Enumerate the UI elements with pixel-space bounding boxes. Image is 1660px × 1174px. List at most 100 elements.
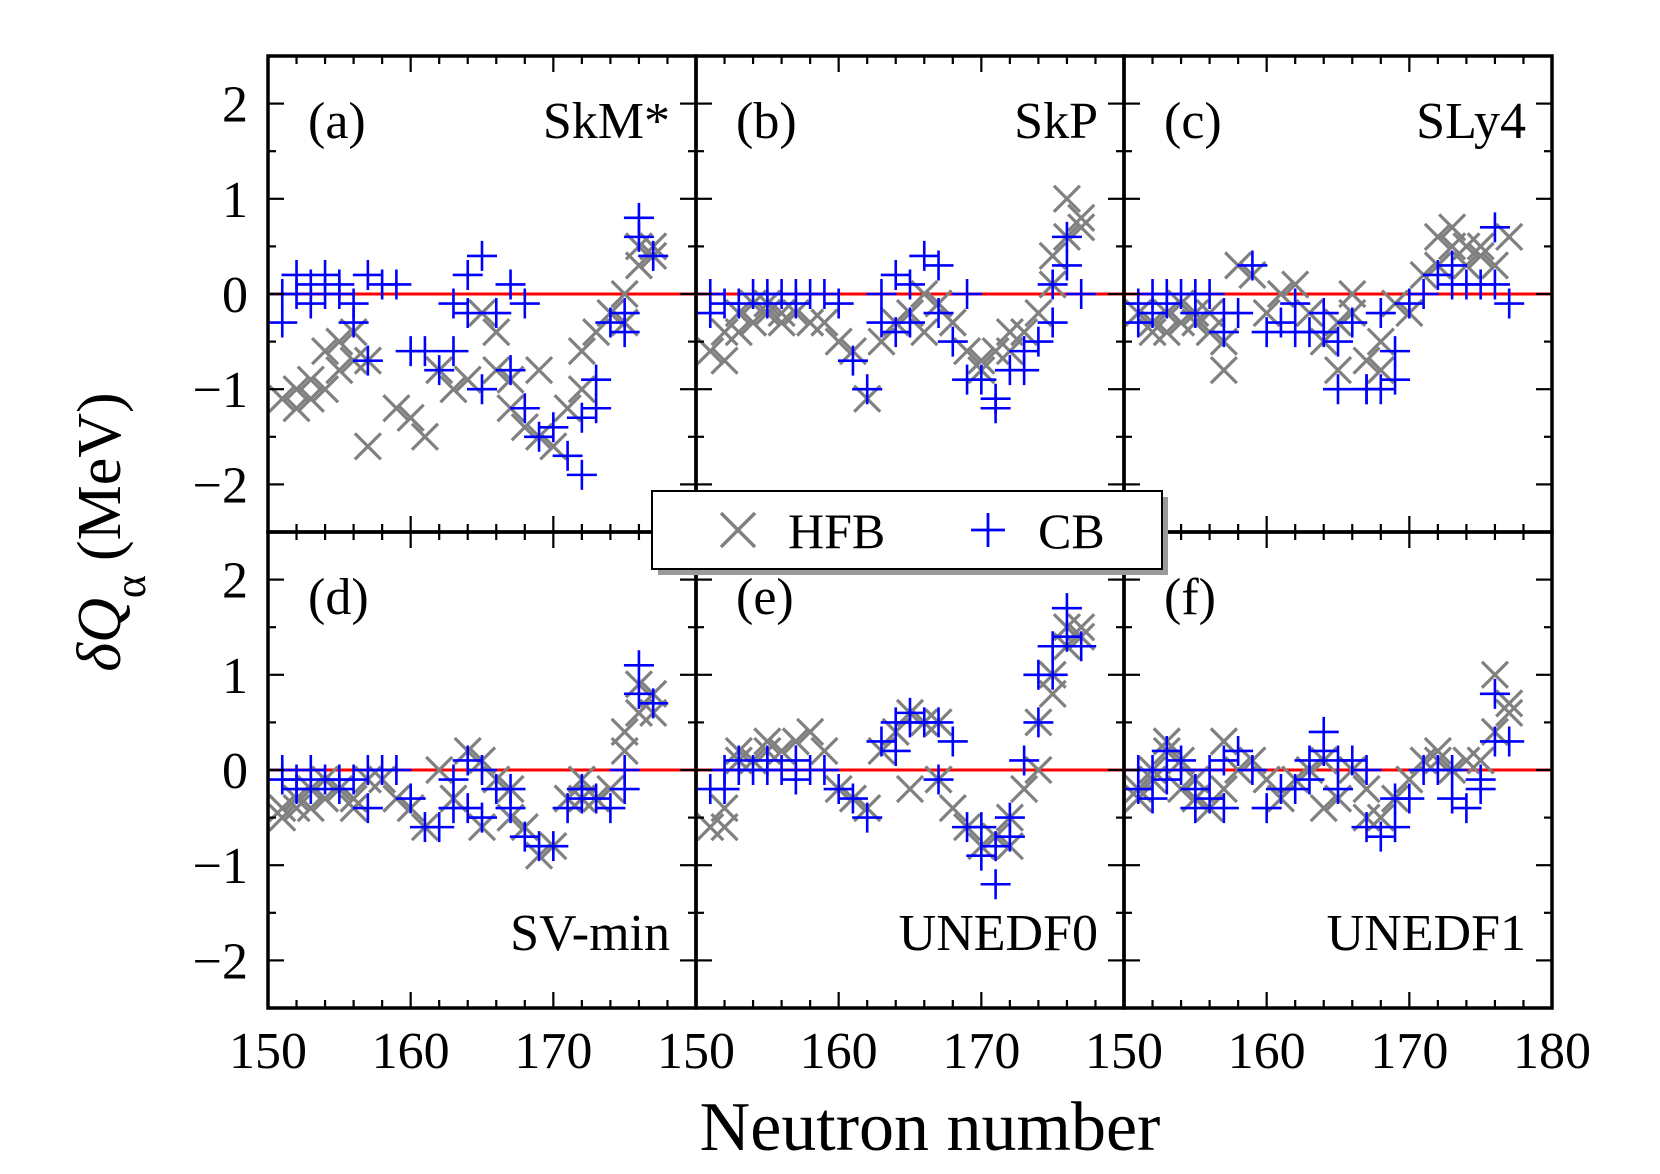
cb-marker <box>895 307 925 338</box>
panel-frame <box>1122 530 1554 1010</box>
x-tick-label: 180 <box>1513 1023 1591 1080</box>
cb-marker <box>538 831 569 862</box>
hfb-marker <box>1309 793 1338 823</box>
cb-marker <box>267 307 298 338</box>
cb-marker <box>923 707 954 738</box>
panel-d: (d) SV-min 2 1 0 −1 −2 150 160 170 <box>193 530 698 1080</box>
hfb-marker <box>710 317 739 347</box>
model-name: UNEDF1 <box>1327 905 1526 962</box>
x-tick-label: 150 <box>657 1023 735 1080</box>
hfb-marker <box>710 346 739 375</box>
cb-marker <box>823 288 854 319</box>
hfb-marker <box>1352 346 1381 375</box>
cb-marker <box>566 459 597 490</box>
cb-marker <box>395 783 426 814</box>
cb-marker <box>1208 793 1239 824</box>
cb-marker <box>1237 755 1268 785</box>
hfb-marker <box>1323 356 1353 385</box>
cb-marker <box>837 345 868 376</box>
cb-marker <box>1037 269 1068 300</box>
hfb-marker <box>1052 184 1082 213</box>
cb-marker <box>1323 774 1353 805</box>
cb-marker <box>623 202 654 233</box>
cb-marker <box>1479 269 1510 300</box>
cb-marker <box>809 755 840 785</box>
y-tick-label: −1 <box>193 838 248 895</box>
hfb-marker <box>753 727 782 756</box>
cb-marker <box>509 393 540 424</box>
x-tick-label: 150 <box>1085 1023 1163 1080</box>
hfb-marker <box>796 308 825 337</box>
cb-marker <box>923 764 954 795</box>
model-name: SV-min <box>510 905 670 962</box>
cb-marker <box>1451 793 1482 824</box>
hfb-marker <box>282 793 311 823</box>
cb-marker <box>623 650 654 681</box>
panel-e: (e) UNEDF0 150 160 170 <box>657 530 1126 1080</box>
y-tick-label: −2 <box>193 933 248 990</box>
y-axis-label-main: δQ <box>66 598 134 672</box>
hfb-marker <box>1495 698 1524 728</box>
series-cb <box>267 202 669 490</box>
cb-marker <box>1223 735 1254 766</box>
cb-marker <box>538 412 569 443</box>
cb-marker <box>552 440 583 471</box>
model-name: SkP <box>1014 93 1098 150</box>
cb-marker <box>1323 326 1353 357</box>
cb-marker <box>381 269 412 300</box>
y-axis-label-subscript: α <box>106 575 155 598</box>
hfb-marker <box>796 717 825 747</box>
cb-marker <box>1351 755 1382 785</box>
hfb-marker <box>482 317 511 347</box>
cb-marker <box>1037 307 1068 338</box>
cb-marker <box>352 793 383 824</box>
cb-marker <box>424 812 455 843</box>
hfb-marker <box>710 793 739 823</box>
cb-marker <box>1380 812 1411 843</box>
cb-marker <box>638 240 669 271</box>
cb-marker <box>1223 298 1254 329</box>
hfb-marker <box>282 375 311 404</box>
cb-marker <box>581 393 612 424</box>
cb-marker <box>1337 307 1368 338</box>
series-cb <box>695 221 1097 424</box>
hfb-marker <box>353 432 382 461</box>
cb-marker <box>1194 279 1225 309</box>
hfb-marker <box>895 774 925 804</box>
cb-marker <box>923 250 954 281</box>
hfb-marker <box>325 356 354 385</box>
panel-tag: (d) <box>308 569 369 626</box>
cb-marker <box>1037 659 1068 690</box>
cb-marker <box>1009 745 1040 776</box>
cb-marker <box>352 345 383 376</box>
cb-marker <box>509 288 540 319</box>
hfb-marker <box>1009 774 1039 804</box>
y-tick-label: 2 <box>222 553 248 610</box>
model-name: SLy4 <box>1416 93 1526 150</box>
y-tick-label: −2 <box>193 457 248 514</box>
cb-marker <box>980 869 1011 900</box>
cb-marker <box>1051 593 1082 624</box>
cb-marker <box>1437 755 1468 785</box>
series-cb <box>1123 212 1525 405</box>
y-tick-label: 1 <box>222 648 248 705</box>
cb-marker <box>495 355 526 386</box>
cb-marker <box>1308 298 1339 329</box>
cb-marker <box>1251 793 1282 824</box>
hfb-marker <box>1480 660 1510 689</box>
hfb-marker <box>1338 279 1367 309</box>
panel-tag: (b) <box>736 93 797 150</box>
hfb-marker <box>296 365 325 394</box>
hfb-marker <box>810 736 839 766</box>
panel-tag: (e) <box>736 569 794 626</box>
y-tick-label: −1 <box>193 362 248 419</box>
panel-tag: (a) <box>308 93 366 150</box>
hfb-marker <box>824 327 853 356</box>
hfb-marker <box>1281 270 1310 299</box>
cb-marker <box>467 240 497 271</box>
cb-marker <box>1380 364 1411 395</box>
hfb-marker <box>439 375 468 404</box>
y-tick-label: 2 <box>222 77 248 134</box>
cb-marker <box>980 393 1011 424</box>
